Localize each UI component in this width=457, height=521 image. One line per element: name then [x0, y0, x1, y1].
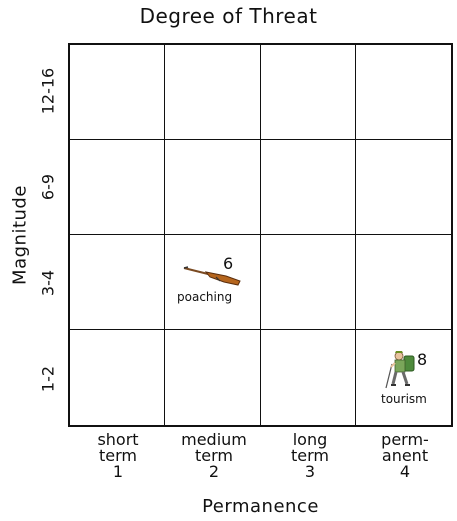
- column-label-value: 3: [304, 462, 316, 481]
- y-axis-label: Magnitude: [9, 185, 31, 285]
- threat-score-poaching: 6: [223, 254, 234, 273]
- grid-cell: [70, 140, 166, 235]
- grid-cell: [165, 140, 261, 235]
- grid-cell: [355, 140, 451, 235]
- grid-cell: [260, 235, 356, 330]
- row-label-3-4: 3-4: [38, 269, 58, 297]
- column-label-line: term: [195, 446, 233, 465]
- grid-cell: [260, 140, 356, 235]
- column-label-line: anent: [381, 446, 429, 465]
- column-label-permanent: perm- anent 4: [357, 432, 453, 480]
- column-label-line: medium: [181, 430, 247, 449]
- column-label-line: term: [99, 446, 137, 465]
- rifle-icon: [183, 266, 241, 286]
- grid-cell: [261, 330, 356, 425]
- threat-matrix-grid: [68, 43, 453, 427]
- threat-name-poaching: poaching: [177, 290, 233, 304]
- column-label-value: 1: [112, 462, 124, 481]
- row-label-12-16: 12-16: [38, 67, 58, 115]
- grid-cell: [70, 330, 166, 425]
- grid-cell: [355, 45, 451, 140]
- column-label-line: term: [291, 446, 329, 465]
- column-label-line: short: [97, 430, 139, 449]
- grid-cell: [165, 235, 261, 330]
- column-label-value: 4: [399, 462, 411, 481]
- column-label-line: perm-: [381, 430, 429, 449]
- grid-cell: [355, 235, 451, 330]
- grid-cell: [260, 45, 356, 140]
- threat-score-tourism: 8: [417, 350, 428, 369]
- chart-title: Degree of Threat: [139, 4, 318, 28]
- grid-cell: [70, 45, 166, 140]
- row-label-6-9: 6-9: [38, 173, 58, 201]
- column-label-medium-term: medium term 2: [166, 432, 262, 480]
- x-axis-label: Permanence: [202, 496, 319, 517]
- row-label-1-2: 1-2: [38, 365, 58, 393]
- hiker-icon: [385, 351, 415, 389]
- grid-cell: [165, 45, 261, 140]
- column-label-line: long: [292, 430, 328, 449]
- column-label-value: 2: [208, 462, 220, 481]
- grid-cell: [70, 235, 166, 330]
- threat-name-tourism: tourism: [381, 392, 427, 406]
- grid-cell: [165, 330, 261, 425]
- column-label-long-term: long term 3: [262, 432, 358, 480]
- column-label-short-term: short term 1: [70, 432, 166, 480]
